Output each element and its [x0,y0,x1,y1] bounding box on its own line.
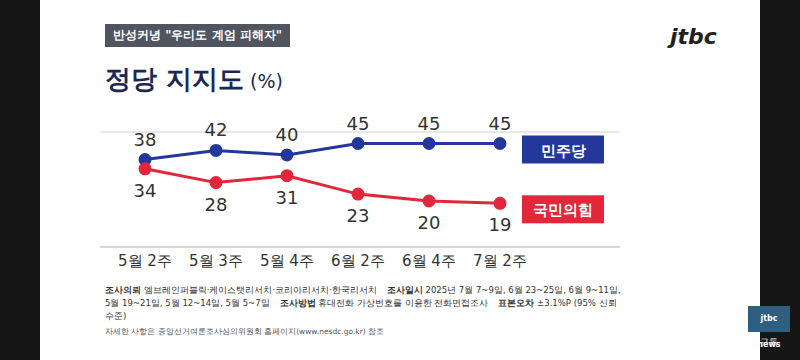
svg-text:국민의힘: 국민의힘 [533,201,593,219]
svg-text:34: 34 [134,180,157,201]
html-text:jtbc: jtbc [670,24,717,49]
svg-text:45: 45 [489,113,512,134]
svg-text:5월 3주: 5월 3주 [189,252,243,270]
svg-text:6월 2주: 6월 2주 [331,252,385,270]
svg-text:민주당: 민주당 [541,142,586,160]
svg-text:6월 4주: 6월 4주 [402,252,456,270]
html-text:조사방법 휴대전화 가상번호를 이용한 전화면접조사: 조사방법 휴대전화 가상번호를 이용한 전화면접조사 [279,298,489,308]
html-text:자세한 사항은 중앙선거여론조사심의위원회 홈페이지(www: 자세한 사항은 중앙선거여론조사심의위원회 홈페이지(www.nesdc.go.… [105,327,385,336]
svg-text:5월 4주: 5월 4주 [260,252,314,270]
svg-text:7월 2주: 7월 2주 [473,252,527,270]
html-text:반성커녕 "우리도 계엄 피해자": 반성커녕 "우리도 계엄 피해자" [113,28,282,42]
html-text:조사일시 2025년 7월 7~9일, 6월 23~25일,: 조사일시 2025년 7월 7~9일, 6월 23~25일, 6월 9~11일,… [105,285,621,308]
svg-text:45: 45 [347,113,370,134]
html-text:표본오차 ±3.1%P (95% 신뢰수준): 표본오차 ±3.1%P (95% 신뢰수준) [105,298,617,321]
svg-text:23: 23 [347,205,370,226]
svg-text:19: 19 [489,214,512,235]
svg-text:5월 2주: 5월 2주 [118,252,172,270]
svg-text:45: 45 [418,113,441,134]
svg-text:20: 20 [418,212,441,233]
svg-text:31: 31 [276,187,299,208]
svg-text:40: 40 [276,124,299,145]
html-text:jtbc news: jtbc news [757,314,781,349]
html-text:조사의뢰 엠브레인퍼블릭·케이스탯리서치·코리아리서치·한국: 조사의뢰 엠브레인퍼블릭·케이스탯리서치·코리아리서치·한국리서치 [105,285,377,295]
svg-text:38: 38 [134,129,157,150]
html-text:정당 지지도 (%): 정당 지지도 (%) [105,64,283,94]
svg-text:28: 28 [205,194,228,215]
svg-text:42: 42 [205,119,228,140]
html-text:구독: 구독 [760,337,778,347]
